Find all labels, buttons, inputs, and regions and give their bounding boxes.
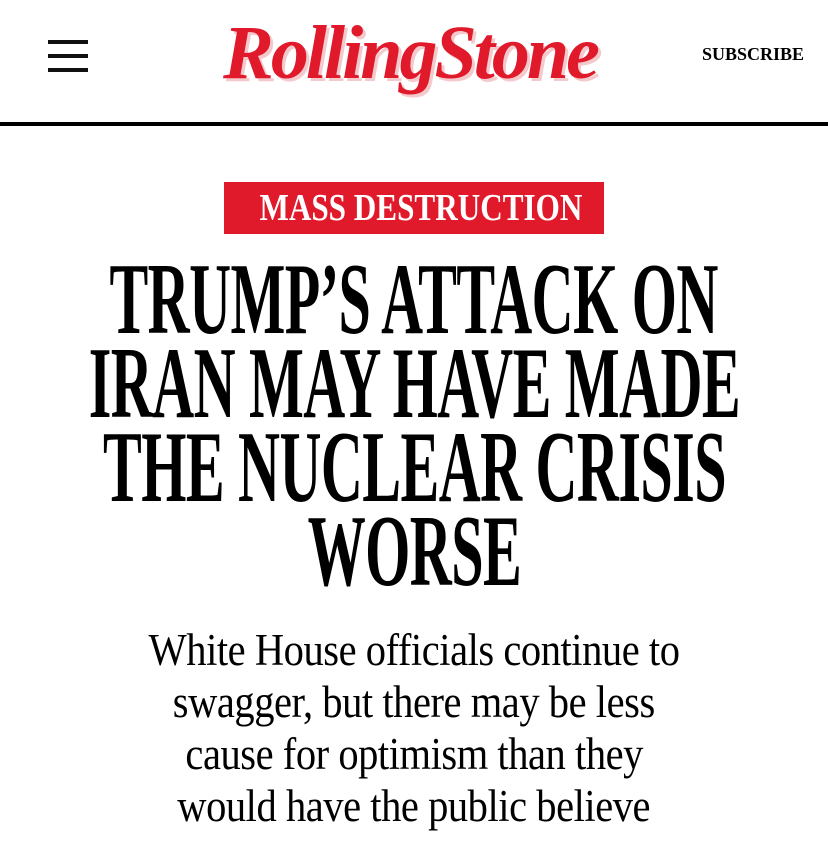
headline: TRUMP’S ATTACK ON IRAN MAY HAVE MADE THE N… xyxy=(0,243,828,608)
headline-line: TRUMP’S ATTACK ON xyxy=(109,243,719,356)
headline-line: IRAN MAY HAVE MADE xyxy=(88,327,740,440)
category-tag[interactable]: MASS DESTRUCTION xyxy=(224,182,604,234)
headline-line: WORSE xyxy=(307,495,521,608)
dek-line: cause for optimism than they xyxy=(185,729,643,779)
category-wrap: MASS DESTRUCTION xyxy=(0,182,828,234)
headline-line: THE NUCLEAR CRISIS xyxy=(102,411,727,524)
dek-line: would have the public believe xyxy=(177,781,651,831)
menu-button[interactable] xyxy=(48,40,88,72)
dek-line: White House officials continue to xyxy=(148,625,680,675)
dek: White House officials continue to swagger… xyxy=(0,624,828,832)
category-text: MASS DESTRUCTION xyxy=(259,187,583,229)
site-header: RollingStone SUBSCRIBE xyxy=(0,0,828,126)
subscribe-link[interactable]: SUBSCRIBE xyxy=(701,44,804,64)
logo[interactable]: RollingStone xyxy=(223,11,600,95)
dek-line: swagger, but there may be less xyxy=(173,677,655,727)
